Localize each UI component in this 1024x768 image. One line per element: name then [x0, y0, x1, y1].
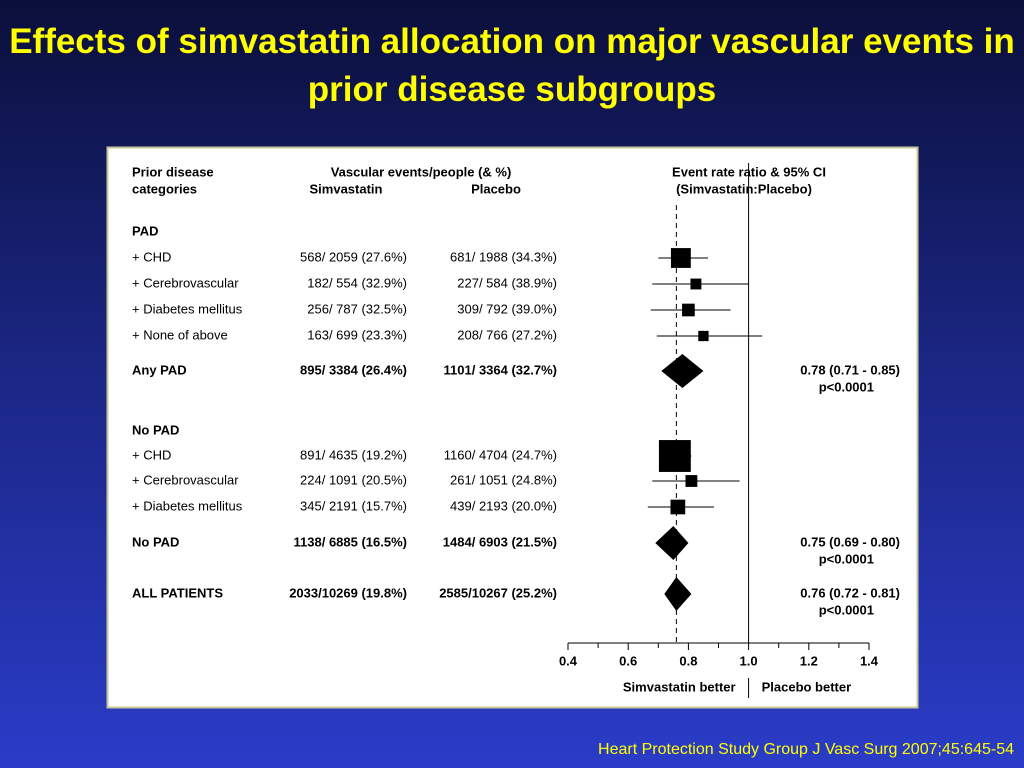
simvastatin-cell: 345/ 2191 (15.7%): [300, 498, 407, 513]
summary-diamond: [655, 526, 689, 560]
x-tick-label: 0.8: [679, 653, 697, 668]
estimate-box: [670, 499, 686, 515]
summary-diamond: [664, 577, 692, 611]
placebo-cell: 1484/ 6903 (21.5%): [443, 534, 557, 549]
ratio-label: 0.76 (0.72 - 0.81): [800, 585, 900, 600]
placebo-cell: 2585/10267 (25.2%): [439, 585, 557, 600]
header: Vascular events/people (& %): [331, 164, 512, 179]
row-label: + Cerebrovascular: [132, 275, 239, 290]
ratio-label: 0.78 (0.71 - 0.85): [800, 362, 900, 377]
p-label: p<0.0001: [819, 602, 874, 617]
row-label: No PAD: [132, 534, 179, 549]
placebo-cell: 1101/ 3364 (32.7%): [444, 362, 557, 377]
simvastatin-cell: 2033/10269 (19.8%): [289, 585, 407, 600]
x-tick-label: 0.6: [619, 653, 637, 668]
estimate-box: [682, 303, 695, 317]
header: Simvastatin: [310, 181, 383, 196]
summary-diamond: [661, 354, 704, 388]
placebo-cell: 1160/ 4704 (24.7%): [444, 447, 557, 462]
header: categories: [132, 181, 197, 196]
citation: Heart Protection Study Group J Vasc Surg…: [598, 741, 1014, 758]
estimate-box: [698, 330, 709, 342]
slide-title: Effects of simvastatin allocation on maj…: [9, 22, 1015, 109]
row-label: + None of above: [132, 327, 228, 342]
estimate-box: [658, 440, 691, 472]
simvastatin-cell: 1138/ 6885 (16.5%): [294, 534, 407, 549]
row-label: Any PAD: [132, 362, 187, 377]
row-label: PAD: [132, 223, 158, 238]
row-label: + CHD: [132, 447, 171, 462]
header: (Simvastatin:Placebo): [676, 181, 812, 196]
row-label: + Diabetes mellitus: [132, 301, 243, 316]
estimate-box: [690, 278, 702, 290]
x-tick-label: 1.0: [740, 653, 758, 668]
placebo-cell: 261/ 1051 (24.8%): [450, 472, 557, 487]
simvastatin-cell: 891/ 4635 (19.2%): [300, 447, 407, 462]
placebo-cell: 439/ 2193 (20.0%): [450, 498, 557, 513]
favours-right: Placebo better: [762, 679, 852, 694]
placebo-cell: 227/ 584 (38.9%): [457, 275, 557, 290]
row-label: ALL PATIENTS: [132, 585, 223, 600]
x-tick-label: 0.4: [559, 653, 578, 668]
placebo-cell: 309/ 792 (39.0%): [457, 301, 557, 316]
ratio-label: 0.75 (0.69 - 0.80): [800, 534, 900, 549]
row-label: + Diabetes mellitus: [132, 498, 243, 513]
placebo-cell: 681/ 1988 (34.3%): [450, 249, 557, 264]
row-label: + Cerebrovascular: [132, 472, 239, 487]
simvastatin-cell: 224/ 1091 (20.5%): [300, 472, 407, 487]
favours-left: Simvastatin better: [623, 679, 736, 694]
simvastatin-cell: 256/ 787 (32.5%): [307, 301, 407, 316]
x-tick-label: 1.2: [800, 653, 818, 668]
simvastatin-cell: 895/ 3384 (26.4%): [300, 362, 407, 377]
simvastatin-cell: 182/ 554 (32.9%): [307, 275, 407, 290]
header: Placebo: [471, 181, 521, 196]
simvastatin-cell: 163/ 699 (23.3%): [307, 327, 407, 342]
placebo-cell: 208/ 766 (27.2%): [457, 327, 557, 342]
header: Prior disease: [132, 164, 214, 179]
row-label: No PAD: [132, 422, 179, 437]
simvastatin-cell: 568/ 2059 (27.6%): [300, 249, 407, 264]
estimate-box: [670, 248, 691, 268]
panel: [106, 146, 919, 709]
p-label: p<0.0001: [819, 379, 874, 394]
p-label: p<0.0001: [819, 551, 874, 566]
row-label: + CHD: [132, 249, 171, 264]
estimate-box: [685, 475, 698, 487]
x-tick-label: 1.4: [860, 653, 879, 668]
